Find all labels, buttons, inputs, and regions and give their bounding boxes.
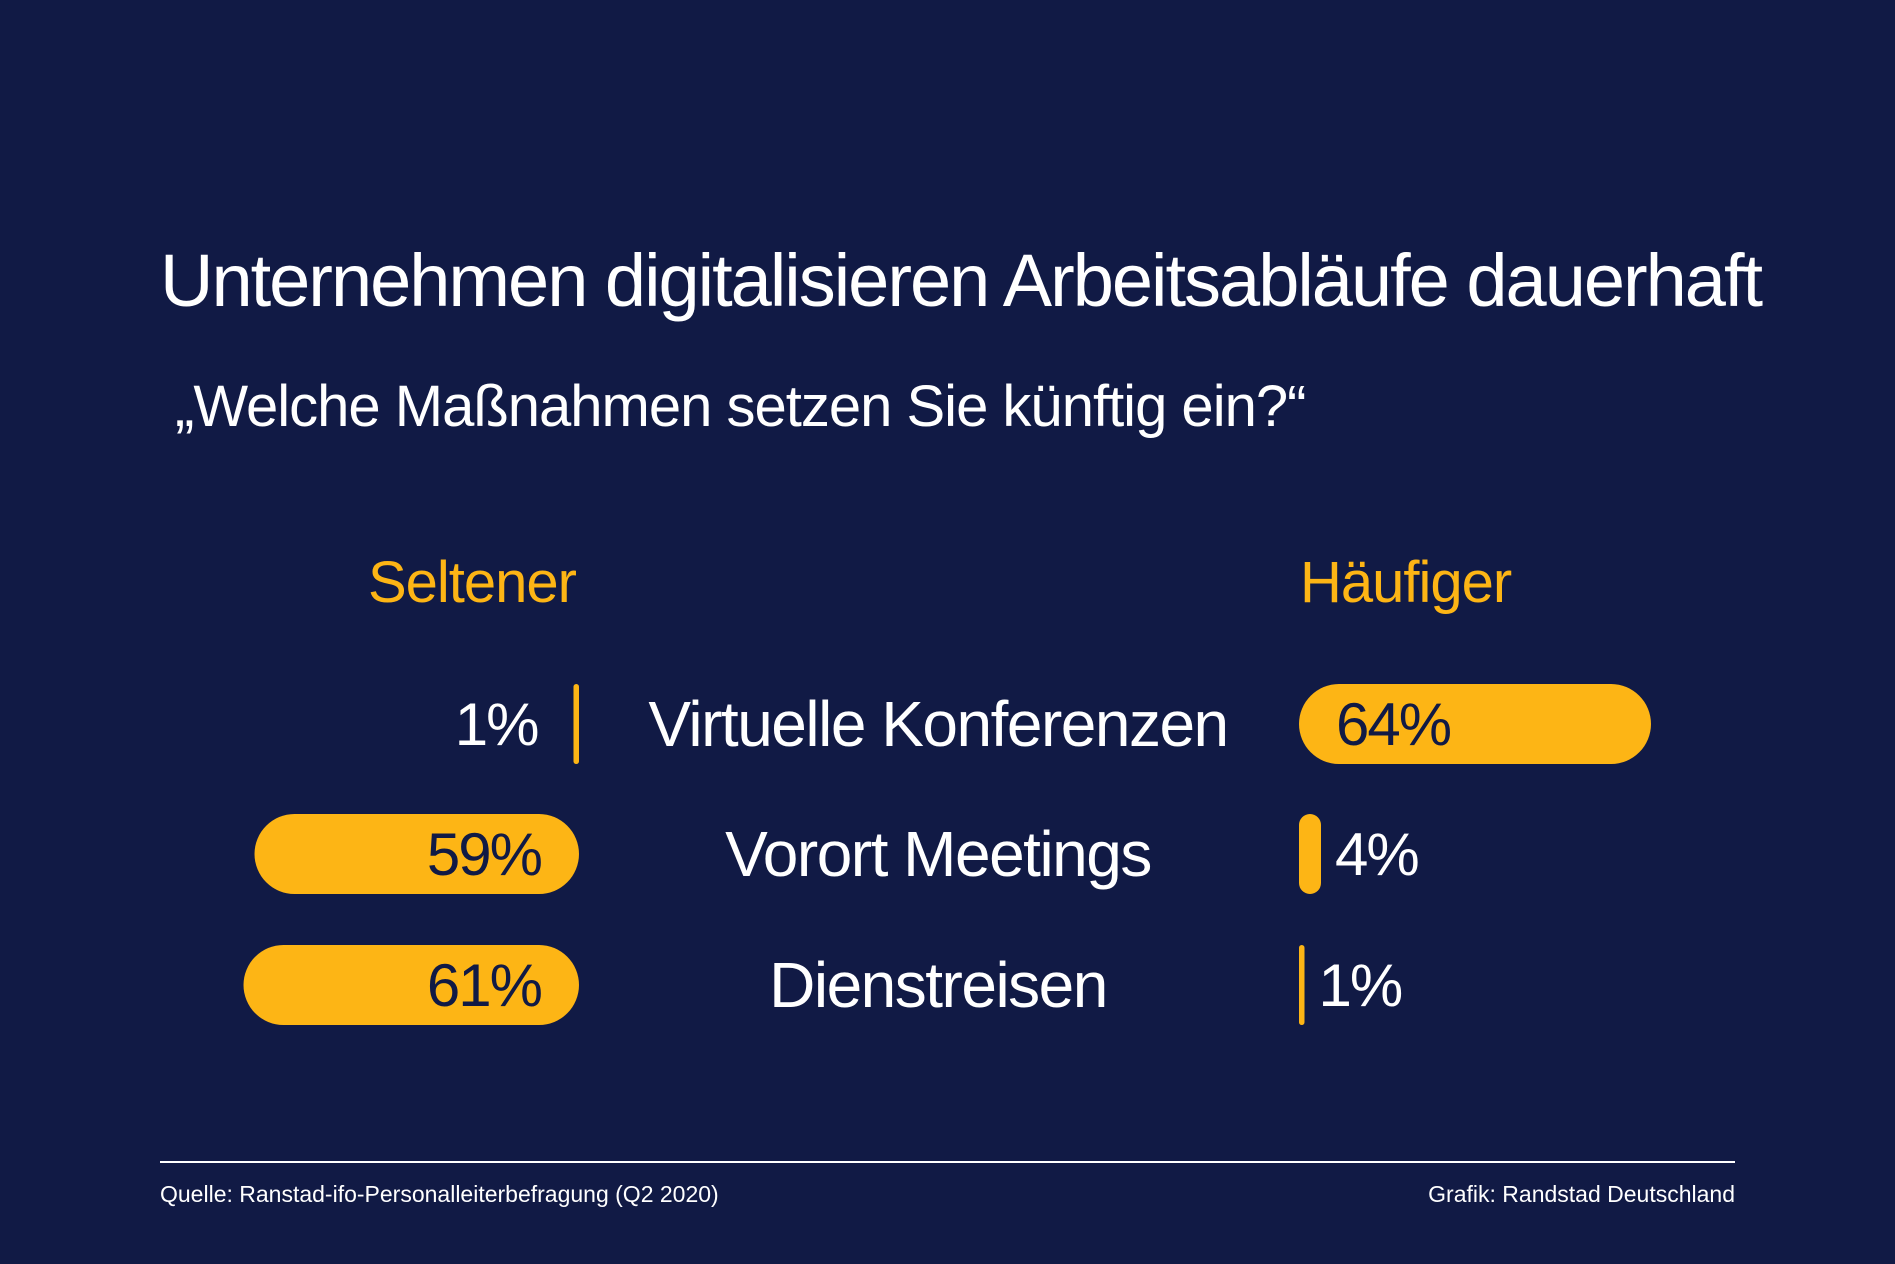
chart-subtitle: „Welche Maßnahmen setzen Sie künftig ein… [175, 374, 1305, 439]
chart-rows: Virtuelle Konferenzen 1% 64% Vorort Meeting… [243, 684, 1651, 1025]
value-haeufiger-vorort-meetings: 4% [1335, 821, 1418, 888]
source-note: Quelle: Ranstad-ifo-Personalleiterbefrag… [160, 1181, 719, 1207]
bar-haeufiger-virtuelle-konferenzen [1299, 684, 1651, 764]
category-label-virtuelle-konferenzen: Virtuelle Konferenzen [648, 688, 1227, 760]
value-haeufiger-dienstreisen: 1% [1319, 952, 1402, 1019]
value-haeufiger-virtuelle-konferenzen: 64% [1336, 691, 1451, 758]
category-label-dienstreisen: Dienstreisen [769, 949, 1107, 1021]
bar-haeufiger-dienstreisen [1299, 945, 1305, 1025]
bar-seltener-vorort-meetings [254, 814, 579, 894]
bar-haeufiger-vorort-meetings [1299, 814, 1321, 894]
legend-haeufiger: Häufiger [1300, 550, 1512, 615]
legend-seltener: Seltener [368, 550, 577, 615]
chart-title: Unternehmen digitalisieren Arbeitsabläuf… [160, 239, 1764, 322]
category-label-vorort-meetings: Vorort Meetings [725, 818, 1151, 890]
value-seltener-virtuelle-konferenzen: 1% [455, 691, 538, 758]
credit-note: Grafik: Randstad Deutschland [1428, 1181, 1735, 1207]
value-seltener-vorort-meetings: 59% [427, 821, 542, 888]
bar-seltener-virtuelle-konferenzen [573, 684, 579, 764]
bar-seltener-dienstreisen [243, 945, 579, 1025]
value-seltener-dienstreisen: 61% [427, 952, 542, 1019]
